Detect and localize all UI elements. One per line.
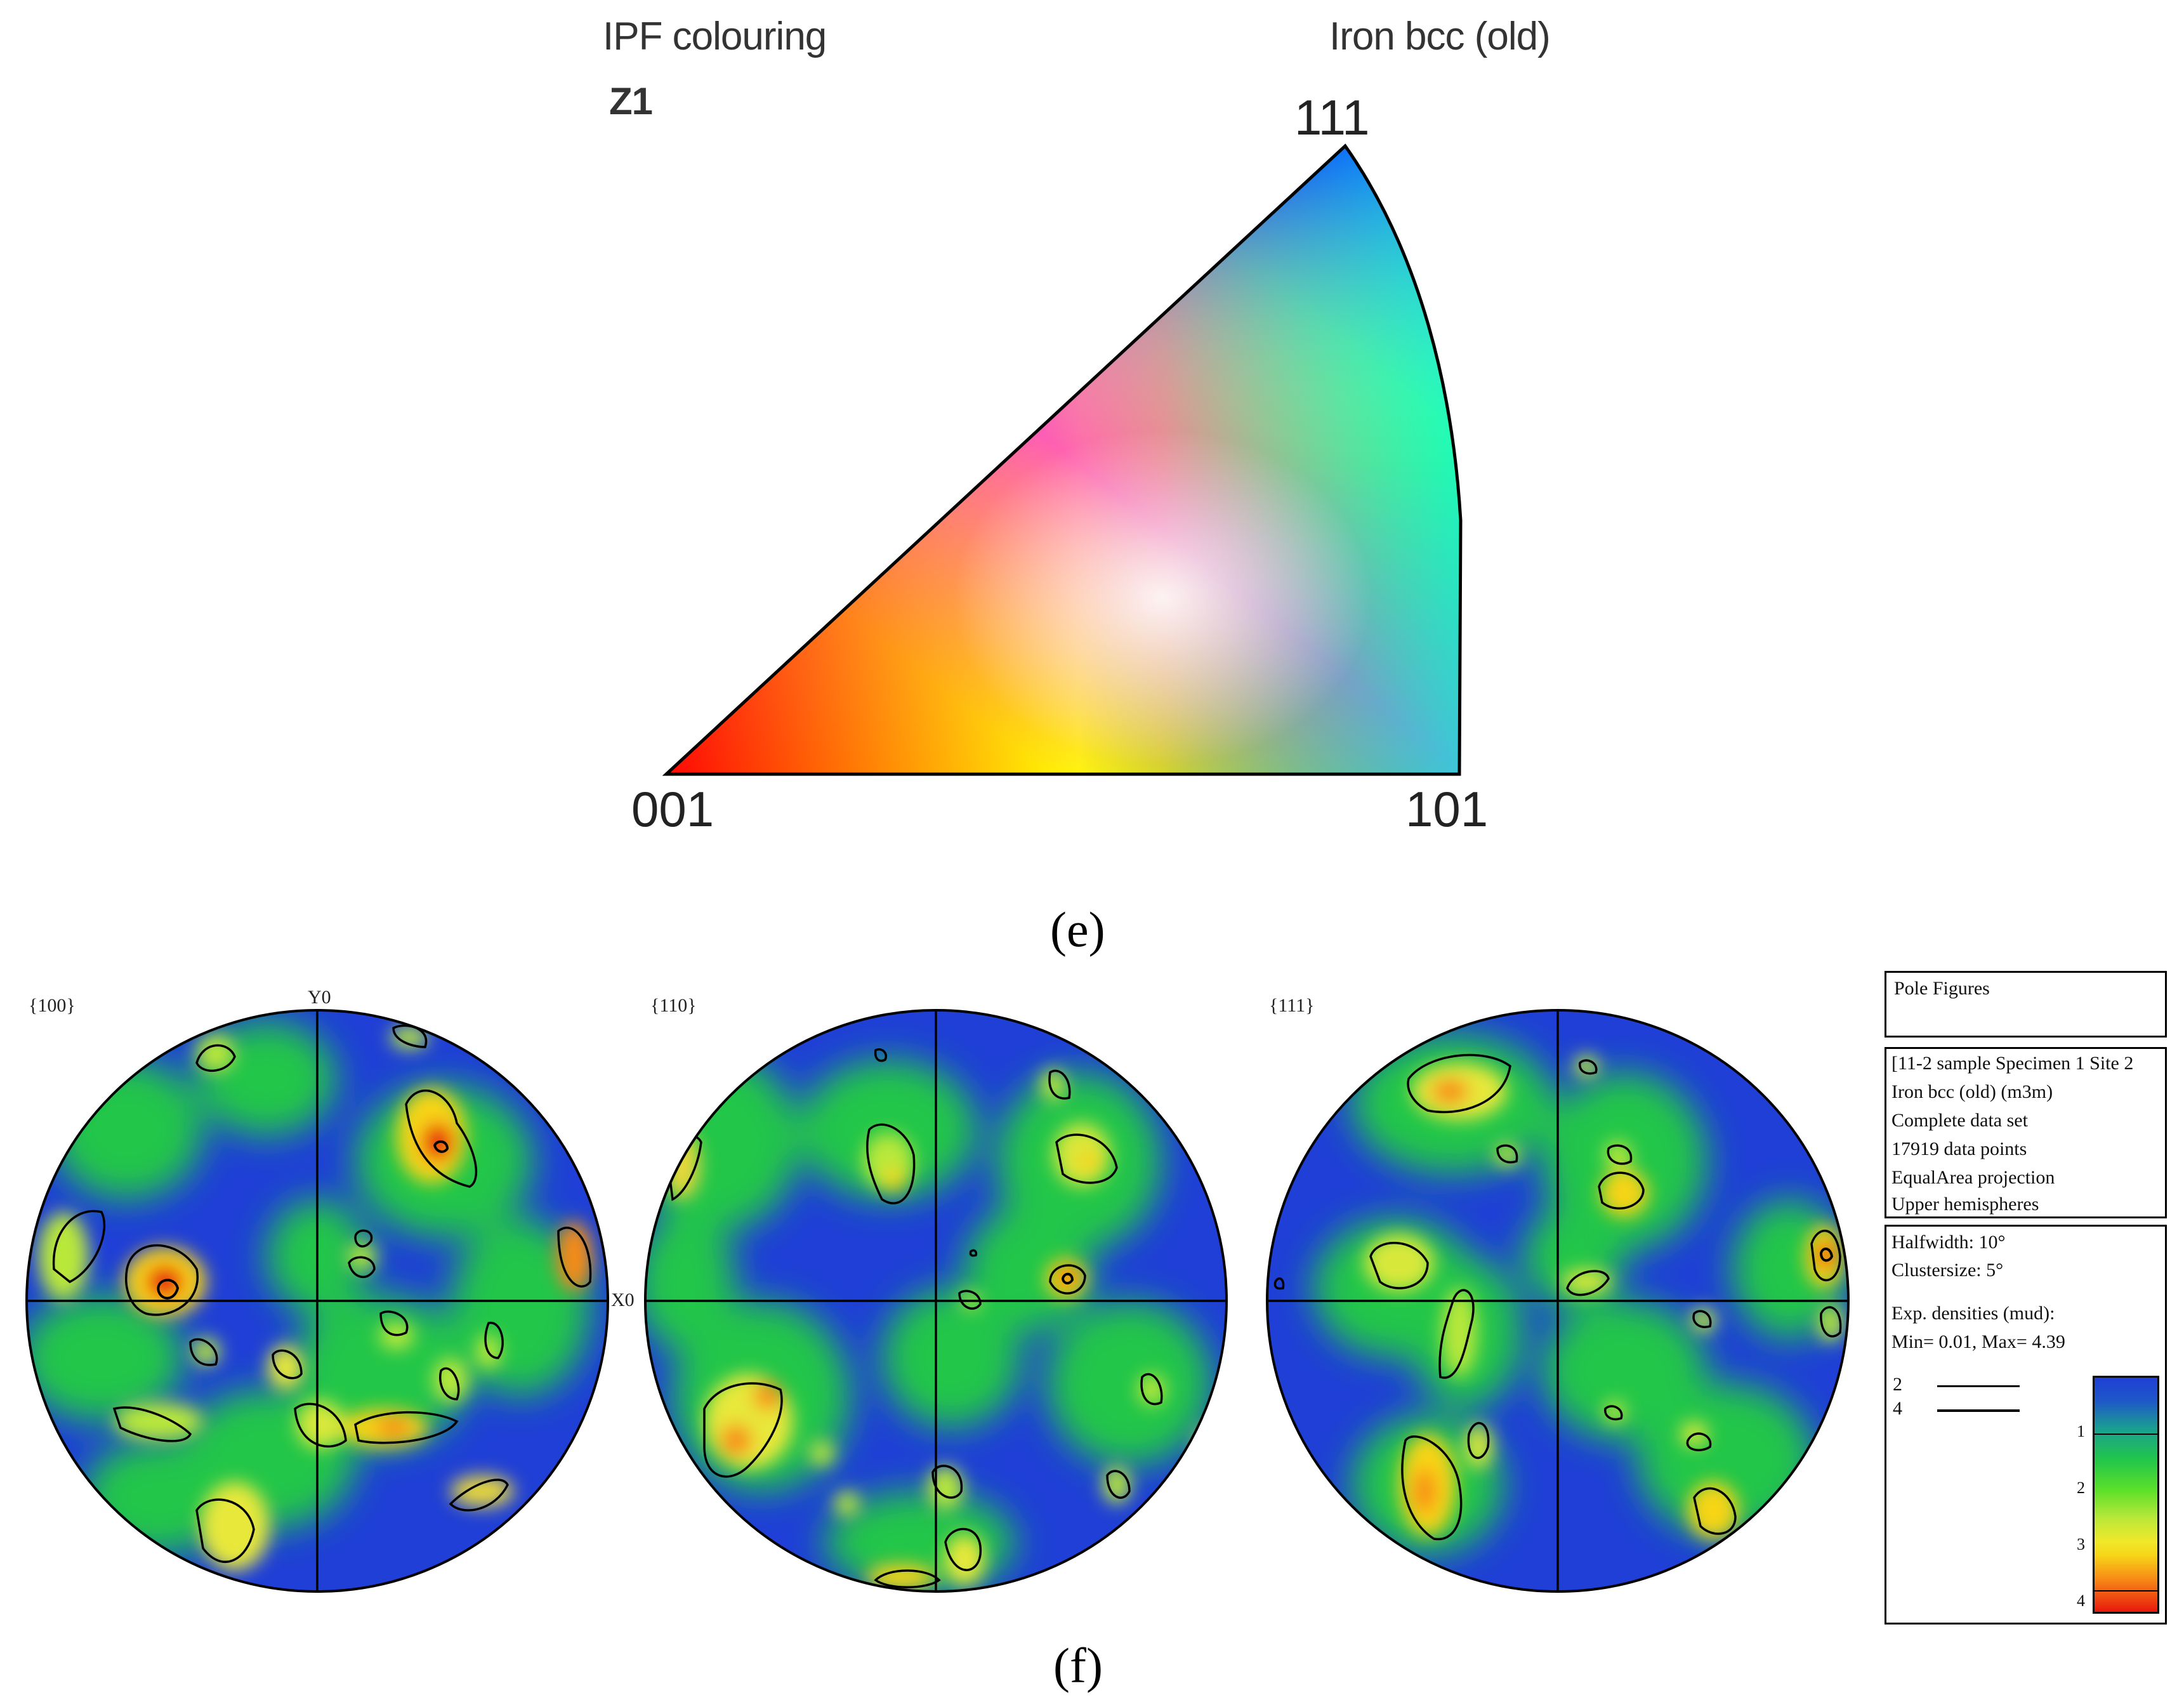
legend-densities-label: Exp. densities (mud): xyxy=(1891,1303,2055,1324)
density-color-scale xyxy=(2093,1376,2159,1614)
legend-halfwidth: Halfwidth: 10° xyxy=(1891,1232,2006,1253)
ipf-direction: Z1 xyxy=(609,80,653,122)
ipf-corner-001: 001 xyxy=(631,781,714,837)
scale-line-1 xyxy=(2095,1433,2157,1435)
contour-line-4 xyxy=(1937,1409,2020,1412)
legend-info-6: Upper hemispheres xyxy=(1891,1194,2039,1215)
legend-clustersize: Clustersize: 5° xyxy=(1891,1260,2004,1281)
scale-line-4 xyxy=(2095,1590,2157,1592)
ipf-phase: Iron bcc (old) xyxy=(1329,15,1551,58)
contour-level-2: 2 xyxy=(1893,1374,1902,1395)
ipf-title: IPF colouring xyxy=(603,15,827,58)
legend-title-box: Pole Figures xyxy=(1885,971,2167,1038)
legend-title: Pole Figures xyxy=(1894,978,1990,999)
ipf-triangle xyxy=(662,143,1463,776)
ipf-corner-101: 101 xyxy=(1405,781,1489,837)
pole-figures xyxy=(25,1009,1850,1593)
ipf-corner-111: 111 xyxy=(1294,89,1370,145)
contour-level-4: 4 xyxy=(1893,1398,1902,1419)
caption-e: (e) xyxy=(1050,902,1105,957)
scale-tick-4: 4 xyxy=(2077,1592,2085,1610)
axis-x-label: X0 xyxy=(611,1289,635,1310)
legend-density-box: Halfwidth: 10° Clustersize: 5° Exp. dens… xyxy=(1885,1225,2167,1625)
pf-label-111: {111} xyxy=(1269,995,1315,1016)
contour-line-2 xyxy=(1937,1385,2020,1387)
pf-label-110: {110} xyxy=(650,995,697,1016)
legend-info-2: Iron bcc (old) (m3m) xyxy=(1891,1081,2053,1102)
caption-f: (f) xyxy=(1053,1638,1103,1693)
legend-info-4: 17919 data points xyxy=(1891,1138,2027,1159)
legend-info-box: [11-2 sample Specimen 1 Site 2 Iron bcc … xyxy=(1885,1047,2167,1218)
legend-info-3: Complete data set xyxy=(1891,1110,2028,1131)
scale-tick-3: 3 xyxy=(2077,1535,2085,1553)
legend-info-5: EqualArea projection xyxy=(1891,1167,2055,1188)
legend-info-1: [11-2 sample Specimen 1 Site 2 xyxy=(1891,1053,2134,1074)
legend-min-max: Min= 0.01, Max= 4.39 xyxy=(1891,1331,2065,1352)
pf-label-100: {100} xyxy=(29,995,76,1016)
axis-y-label: Y0 xyxy=(308,987,331,1008)
scale-tick-2: 2 xyxy=(2077,1479,2085,1497)
scale-tick-1: 1 xyxy=(2077,1422,2085,1440)
